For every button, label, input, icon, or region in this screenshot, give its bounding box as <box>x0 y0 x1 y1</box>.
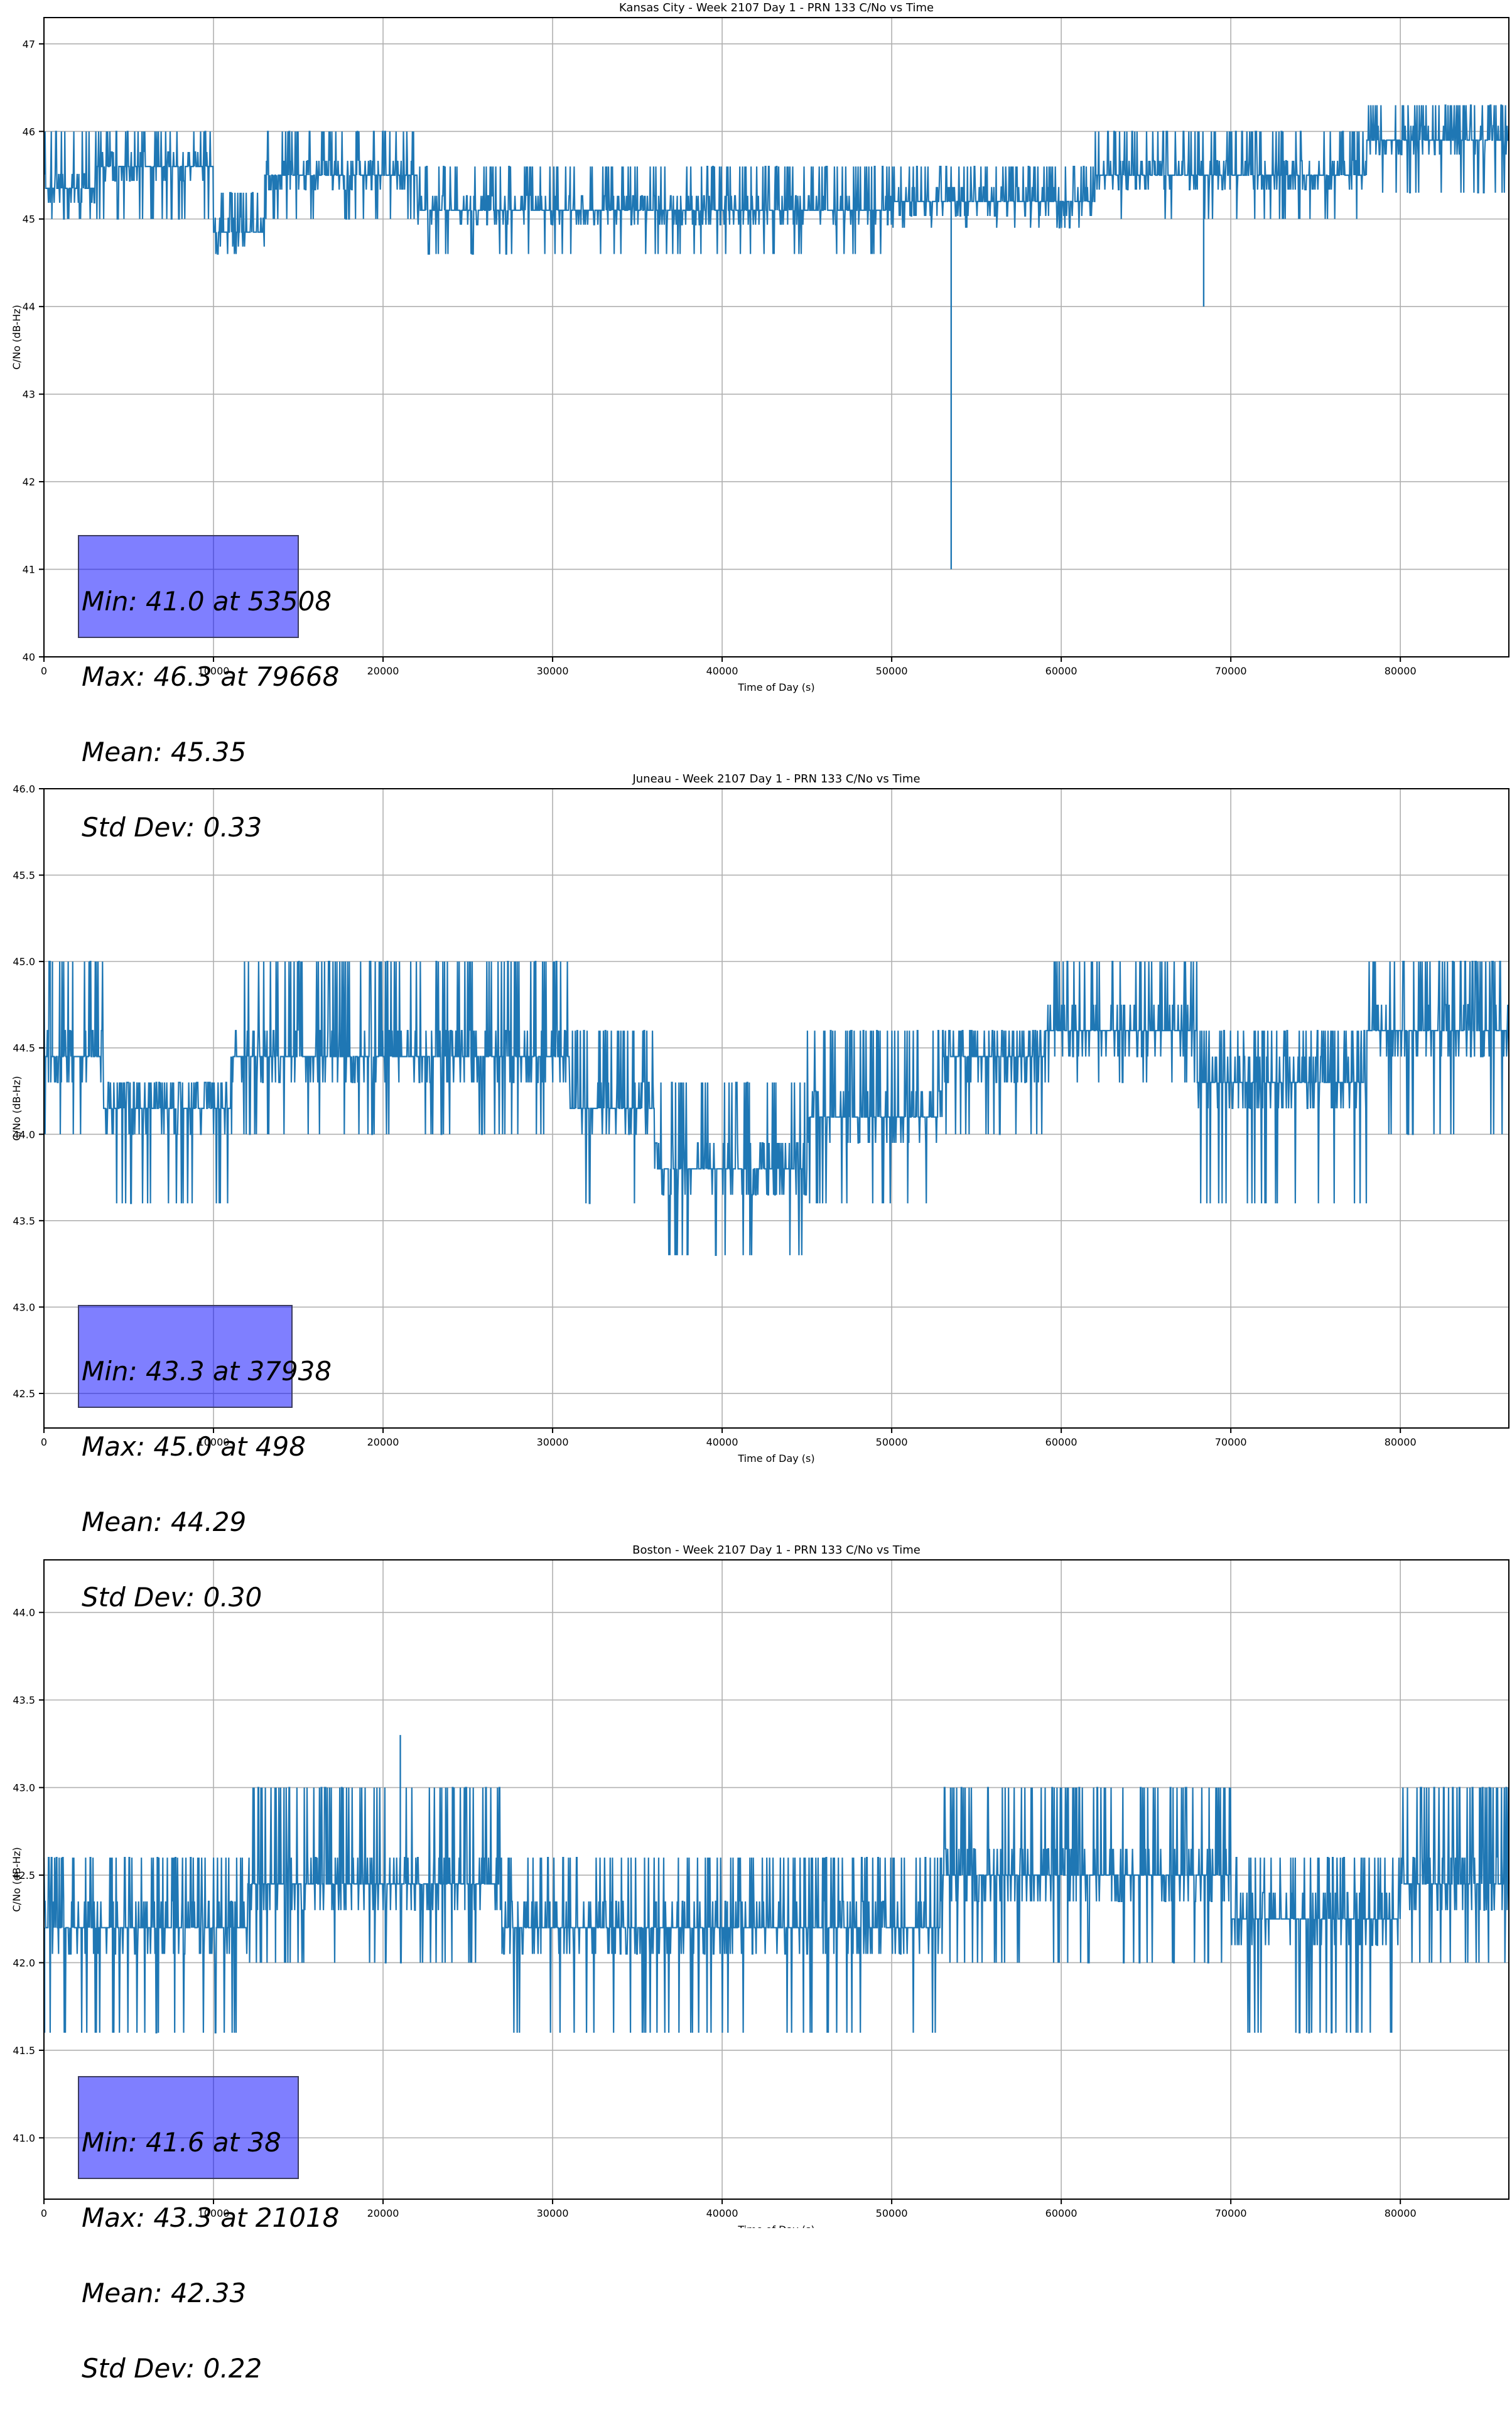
stats-box-boston: Min: 41.6 at 38 Max: 43.3 at 21018 Mean:… <box>78 2076 339 2382</box>
stats-box-juneau: Min: 43.3 at 37938 Max: 45.0 at 498 Mean… <box>78 1305 332 1611</box>
y-tick-label: 40 <box>23 651 35 663</box>
x-tick-label: 40000 <box>706 1436 738 1448</box>
stat-max: Max: 45.0 at 498 <box>82 1431 306 1462</box>
x-tick-label: 50000 <box>876 665 908 677</box>
y-tick-label: 44.5 <box>13 1042 35 1054</box>
chart-juneau: 0 10000 20000 30000 40000 50000 60000 70000 8000… <box>11 772 1510 1464</box>
y-tick-label: 45.5 <box>13 870 35 882</box>
data-series-line <box>43 1787 1510 2034</box>
stat-mean: Mean: 42.33 <box>82 2278 247 2308</box>
y-axis-label: C/No (dB-Hz) <box>11 1076 23 1140</box>
data-series-line <box>43 104 1509 255</box>
x-tick-label: 60000 <box>1045 1436 1077 1448</box>
x-tick-label: 80000 <box>1385 2207 1417 2219</box>
x-tick-label: 70000 <box>1215 1436 1247 1448</box>
x-tick-label: 60000 <box>1045 2207 1077 2219</box>
axes-frame <box>43 788 1509 1429</box>
y-tick-label: 43.5 <box>13 1215 35 1227</box>
y-tick-label: 45 <box>23 214 35 225</box>
x-tick-label: 80000 <box>1385 1436 1417 1448</box>
y-tick-label: 42.5 <box>13 1388 35 1400</box>
y-tick-label: 43.0 <box>13 1782 35 1794</box>
chart-title: Juneau - Week 2107 Day 1 - PRN 133 C/No … <box>632 772 920 786</box>
stat-mean: Mean: 45.35 <box>82 737 247 767</box>
y-tick-label: 44.0 <box>13 1128 35 1140</box>
x-axis-label: Time of Day (s) <box>737 1452 814 1464</box>
chart-boston: 0 10000 20000 30000 40000 50000 60000 70000 8000… <box>11 1544 1510 2228</box>
axes-frame <box>43 17 1509 657</box>
stat-min: Min: 41.6 at 38 <box>82 2127 281 2158</box>
y-tick-label: 47 <box>23 38 35 50</box>
y-tick-label: 44.0 <box>13 1607 35 1619</box>
x-tick-label: 70000 <box>1215 2207 1247 2219</box>
x-tick-label: 10000 <box>198 665 230 677</box>
stat-mean: Mean: 44.29 <box>82 1506 247 1537</box>
x-tick-label: 0 <box>41 1436 47 1448</box>
y-tick-label: 41 <box>23 564 35 576</box>
y-tick-label: 42.0 <box>13 1957 35 1969</box>
x-tick-label: 30000 <box>537 1436 569 1448</box>
x-tick-label: 30000 <box>537 2207 569 2219</box>
x-tick-label: 50000 <box>876 1436 908 1448</box>
y-tick-label: 46.0 <box>13 783 35 795</box>
y-tick-label: 44 <box>23 301 35 313</box>
x-tick-label: 60000 <box>1045 665 1077 677</box>
x-tick-label: 20000 <box>367 1436 399 1448</box>
x-tick-label: 70000 <box>1215 665 1247 677</box>
y-tick-label: 43.0 <box>13 1301 35 1313</box>
x-tick-label: 10000 <box>198 2207 230 2219</box>
data-series-line <box>43 961 1510 1256</box>
y-axis-label: C/No (dB-Hz) <box>11 305 23 369</box>
y-tick-label: 42.5 <box>13 1869 35 1881</box>
x-tick-label: 40000 <box>706 665 738 677</box>
x-tick-label: 30000 <box>537 665 569 677</box>
y-axis-label: C/No (dB-Hz) <box>11 1847 23 1912</box>
x-tick-label: 0 <box>41 665 47 677</box>
x-tick-label: 50000 <box>876 2207 908 2219</box>
x-axis-label: Time of Day (s) <box>737 681 814 693</box>
x-tick-label: 80000 <box>1385 665 1417 677</box>
x-tick-label: 20000 <box>367 665 399 677</box>
charts-canvas: 0 10000 20000 30000 40000 50000 60000 70000 8000… <box>11 1 1510 2228</box>
y-tick-label: 43.5 <box>13 1694 35 1706</box>
y-tick-label: 41.0 <box>13 2132 35 2144</box>
stats-box-kansas-city: Min: 41.0 at 53508 Max: 46.3 at 79668 Me… <box>78 535 339 841</box>
x-tick-label: 20000 <box>367 2207 399 2219</box>
y-tick-label: 45.0 <box>13 956 35 968</box>
y-tick-label: 46 <box>23 126 35 138</box>
stat-std-dev: Std Dev: 0.33 <box>82 812 262 843</box>
x-tick-label: 40000 <box>706 2207 738 2219</box>
x-tick-label: 10000 <box>198 1436 230 1448</box>
stat-min: Min: 41.0 at 53508 <box>82 586 332 617</box>
stat-std-dev: Std Dev: 0.22 <box>82 2353 262 2384</box>
chart-title: Kansas City - Week 2107 Day 1 - PRN 133 … <box>619 1 934 14</box>
figure: 0 10000 20000 30000 40000 50000 60000 70000 8000… <box>11 1 1510 2382</box>
stat-max: Max: 43.3 at 21018 <box>82 2202 340 2233</box>
stat-max: Max: 46.3 at 79668 <box>82 661 340 692</box>
y-tick-label: 41.5 <box>13 2045 35 2057</box>
x-axis-label: Time of Day (s) <box>737 2224 814 2228</box>
axes-frame <box>43 1559 1509 2200</box>
chart-title: Boston - Week 2107 Day 1 - PRN 133 C/No … <box>632 1544 921 1557</box>
stat-std-dev: Std Dev: 0.30 <box>82 1582 262 1613</box>
y-tick-label: 43 <box>23 389 35 401</box>
stat-min: Min: 43.3 at 37938 <box>82 1356 332 1387</box>
y-tick-label: 42 <box>23 476 35 488</box>
x-tick-label: 0 <box>41 2207 47 2219</box>
